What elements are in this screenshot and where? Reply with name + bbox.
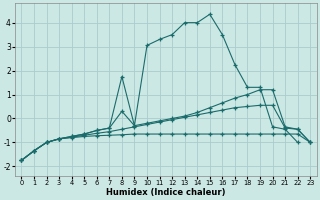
X-axis label: Humidex (Indice chaleur): Humidex (Indice chaleur) (106, 188, 226, 197)
